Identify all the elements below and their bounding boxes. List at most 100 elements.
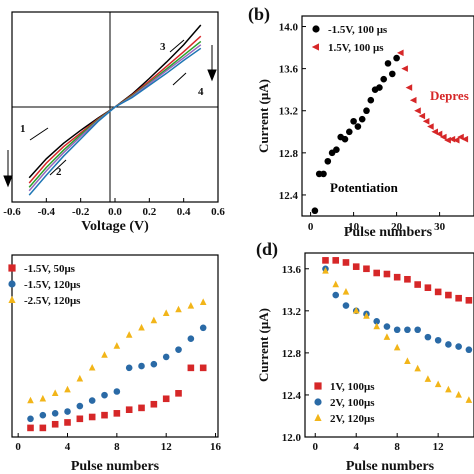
- panel-b-x-label: Pulse numbers: [344, 225, 433, 240]
- y-tick-label: 12.8: [282, 348, 302, 360]
- data-point: [88, 413, 96, 421]
- data-point: [445, 291, 452, 299]
- x-tick-label: 12: [161, 441, 173, 453]
- x-tick-label: 0: [312, 441, 318, 453]
- legend-marker: [8, 280, 16, 288]
- x-tick-label: 10: [348, 221, 360, 233]
- data-point: [358, 115, 366, 123]
- data-point: [465, 346, 473, 354]
- panel-d-ticks: 0 4 8 12 12.0 12.4 12.8 13.2 13.6: [282, 264, 444, 453]
- legend-label: 1V, 100μs: [330, 381, 375, 393]
- data-point: [352, 263, 360, 270]
- data-point: [393, 326, 401, 334]
- data-point: [76, 374, 84, 382]
- data-point: [320, 170, 327, 178]
- legend-marker: [314, 398, 322, 406]
- data-point: [457, 133, 464, 141]
- panel-b-legend: -1.5V, 100 μs 1.5V, 100 μs: [311, 24, 388, 54]
- data-point: [125, 406, 133, 413]
- x-tick-label: -0.4: [38, 206, 56, 218]
- legend-marker: [312, 25, 320, 33]
- data-point: [101, 351, 108, 358]
- data-point: [380, 75, 388, 83]
- data-point: [389, 70, 396, 78]
- legend-label: 2V, 100μs: [330, 397, 375, 409]
- data-point: [465, 396, 473, 403]
- data-point: [401, 65, 408, 72]
- curve-label-2: 2: [56, 166, 62, 178]
- data-point: [125, 331, 133, 338]
- panel-d-legend: 1V, 100μs 2V, 100μs 2V, 120μs: [314, 381, 375, 425]
- data-point: [424, 375, 432, 382]
- panel-d-letter: (d): [256, 239, 278, 260]
- x-tick-label: -0.2: [72, 206, 90, 218]
- y-tick-label: 12.4: [279, 190, 299, 202]
- data-point: [383, 270, 391, 278]
- legend-label: -1.5V, 120μs: [24, 279, 81, 291]
- panel-c-x-label: Pulse numbers: [71, 459, 160, 474]
- data-point: [435, 130, 443, 138]
- panel-a-x-ticks: -0.6 -0.4 -0.2 0.0 0.2 0.4 0.6: [3, 198, 225, 218]
- data-point: [405, 84, 413, 91]
- data-point: [363, 107, 370, 115]
- data-point: [341, 135, 349, 143]
- iv-curve-5: [28, 47, 202, 196]
- x-tick-label: 0.4: [177, 206, 191, 218]
- legend-marker: [8, 295, 16, 303]
- data-point: [367, 96, 375, 104]
- x-tick-label: 0.2: [142, 206, 156, 218]
- data-point: [455, 391, 462, 398]
- panel-b-frame: [301, 15, 474, 217]
- data-point: [393, 273, 401, 281]
- legend-label: -1.5V, 50μs: [24, 263, 76, 275]
- data-point: [175, 305, 182, 313]
- y-tick-label: 12.4: [282, 390, 302, 402]
- data-point: [162, 395, 170, 403]
- x-tick-label: 12: [433, 441, 445, 453]
- panel-b-y-label: Current (μA): [256, 79, 271, 153]
- data-point: [138, 404, 145, 412]
- data-point: [199, 324, 207, 332]
- x-tick-label: 4: [65, 441, 71, 453]
- data-point: [27, 415, 34, 423]
- data-point: [422, 117, 430, 125]
- data-point: [64, 408, 71, 415]
- data-point: [187, 364, 195, 372]
- data-point: [64, 419, 71, 426]
- data-point: [199, 364, 207, 372]
- data-point: [175, 390, 182, 397]
- y-tick-label: 13.2: [279, 106, 299, 118]
- data-point: [39, 411, 47, 419]
- data-point: [76, 402, 84, 410]
- data-point: [51, 389, 59, 397]
- data-point: [461, 135, 469, 143]
- data-point: [393, 54, 400, 62]
- data-point: [373, 322, 380, 330]
- data-point: [162, 309, 170, 316]
- data-point: [150, 400, 158, 408]
- data-point: [354, 123, 362, 130]
- data-point: [125, 364, 133, 372]
- data-point: [346, 128, 353, 136]
- legend-marker: [314, 382, 322, 390]
- data-point: [465, 297, 473, 304]
- data-point: [332, 257, 340, 264]
- x-tick-label: 0.0: [108, 206, 122, 218]
- legend-label: -1.5V, 100 μs: [328, 24, 388, 36]
- data-point: [434, 380, 442, 388]
- data-point: [424, 284, 432, 291]
- data-point: [455, 294, 462, 302]
- data-point: [384, 60, 392, 67]
- data-point: [444, 136, 451, 144]
- legend-marker: [8, 264, 16, 272]
- data-point: [187, 302, 195, 309]
- annotation-potentiation: Potentiation: [330, 180, 399, 195]
- data-point: [363, 312, 370, 319]
- data-point: [113, 410, 121, 417]
- data-point: [138, 362, 145, 370]
- x-tick-label: 8: [114, 441, 120, 453]
- y-tick-label: 14.0: [279, 22, 299, 34]
- data-point: [434, 288, 442, 296]
- data-point: [342, 302, 350, 309]
- panel-b-letter: (b): [248, 4, 270, 25]
